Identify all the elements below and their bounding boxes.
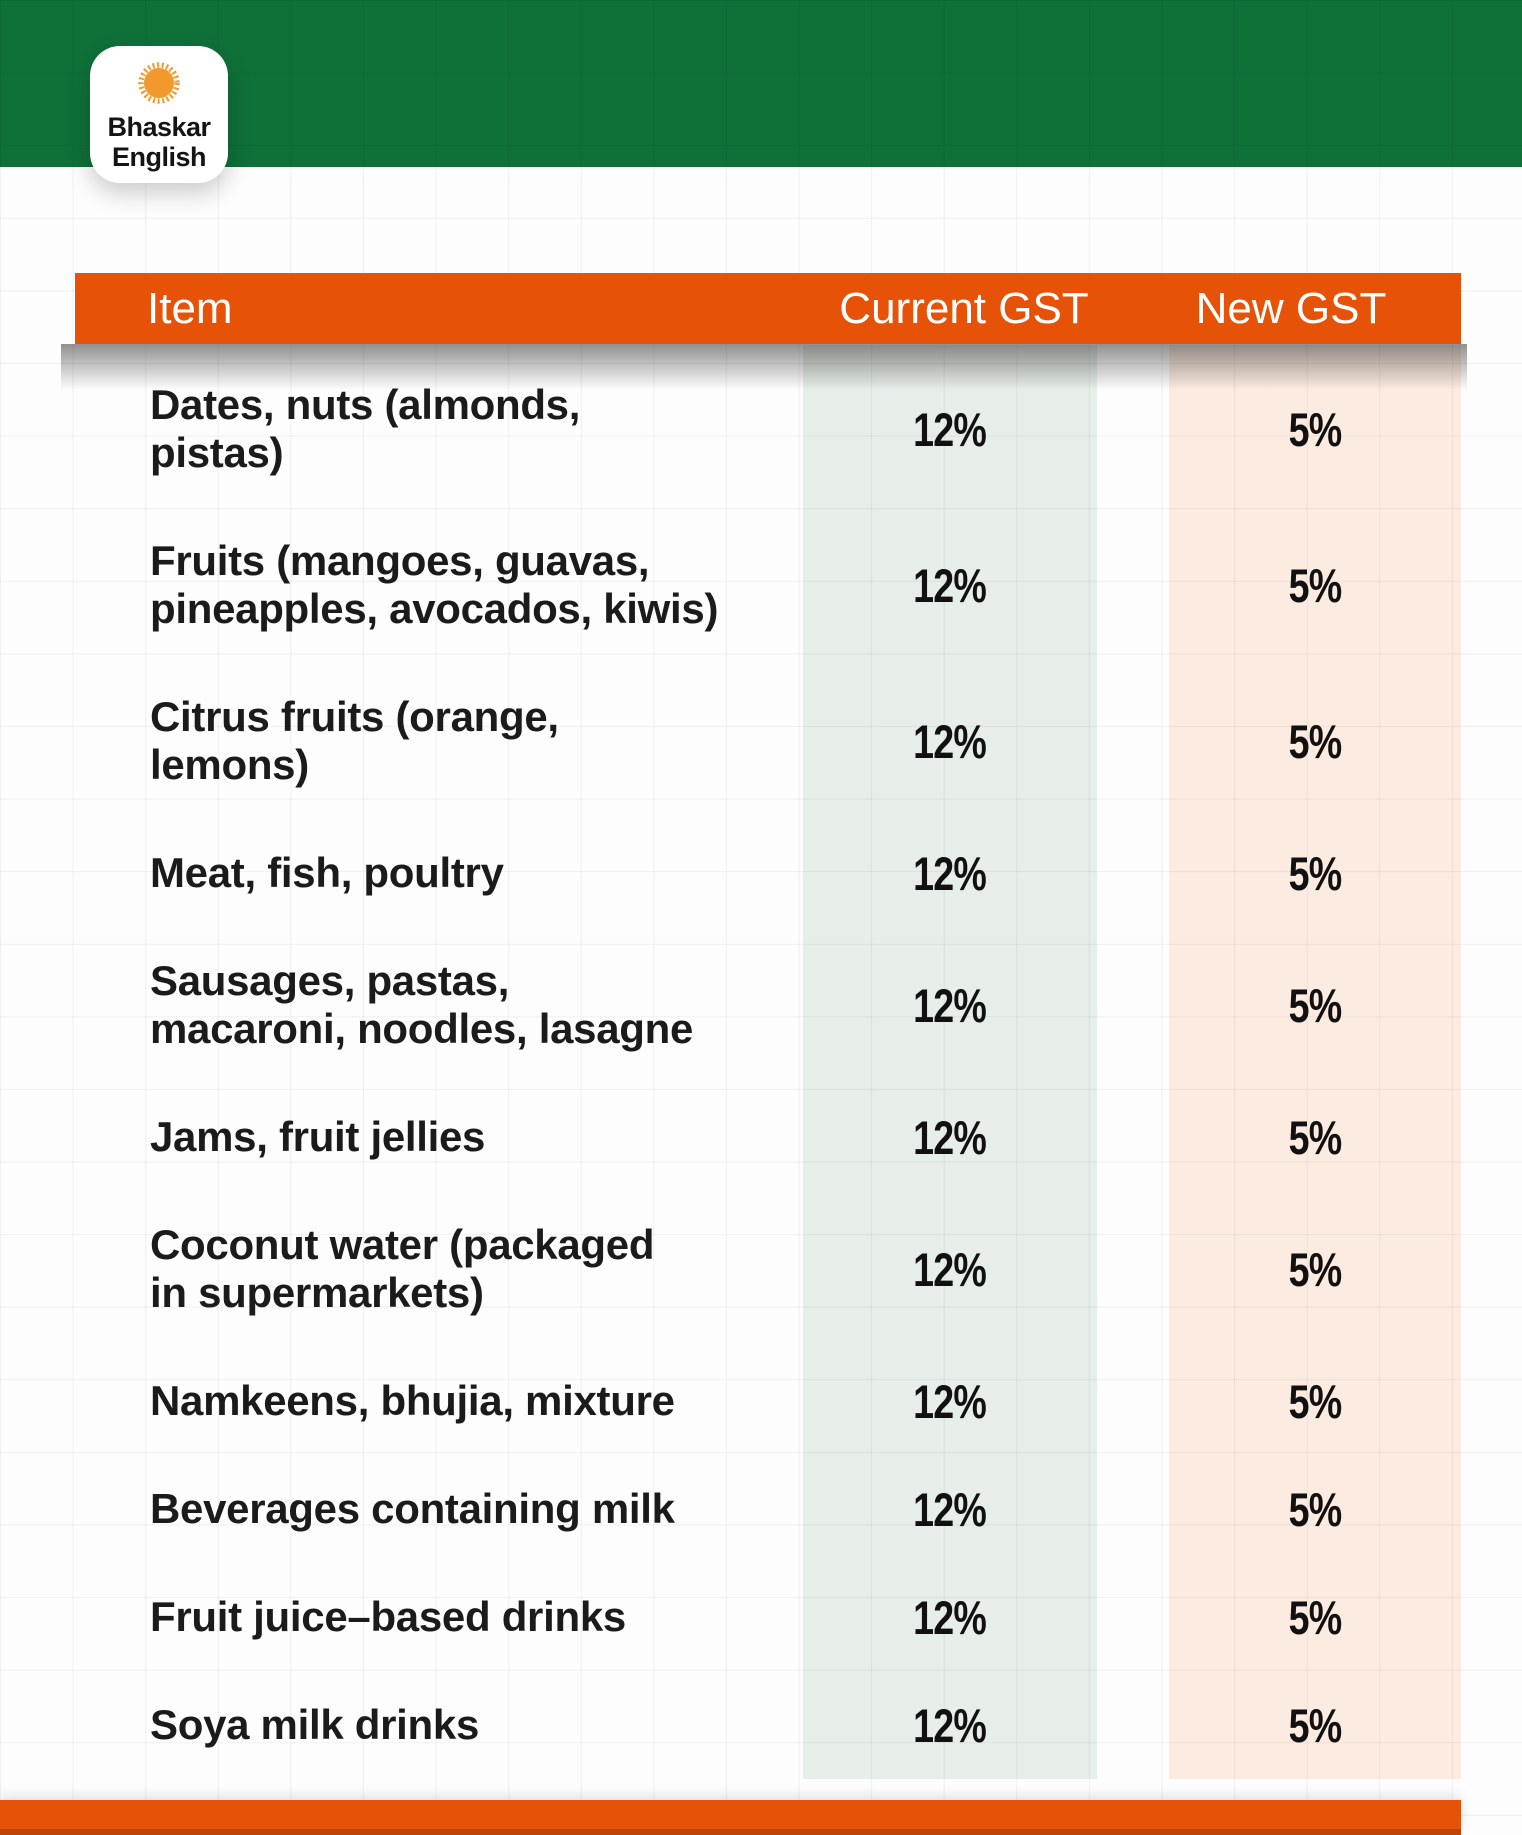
table-row: Sausages, pastas, macaroni, noodles, las… — [0, 927, 1461, 1083]
new-gst-value: 5% — [1288, 1482, 1343, 1536]
item-cell: Meat, fish, poultry — [150, 849, 504, 896]
current-gst-cell: 12% — [803, 978, 1097, 1033]
item-cell: Namkeens, bhujia, mixture — [150, 1377, 675, 1424]
table-row: Meat, fish, poultry 12% 5% — [0, 819, 1461, 927]
logo-line2: English — [111, 142, 207, 172]
new-gst-cell: 5% — [1169, 1242, 1461, 1297]
new-gst-cell: 5% — [1169, 846, 1461, 901]
table-row: Fruits (mangoes, guavas, pineapples, avo… — [0, 507, 1461, 663]
table-row: Namkeens, bhujia, mixture 12% 5% — [0, 1347, 1461, 1455]
table-body: Dates, nuts (almonds, pistas) 12% 5% Fru… — [0, 345, 1461, 1779]
header-current-gst: Current GST — [839, 283, 1089, 333]
new-gst-value: 5% — [1288, 978, 1343, 1032]
table-header-bar: Item Current GST New GST — [61, 273, 1467, 390]
current-gst-value: 12% — [913, 846, 988, 900]
new-gst-cell: 5% — [1169, 714, 1461, 769]
new-gst-cell: 5% — [1169, 1374, 1461, 1429]
item-cell: Fruit juice–based drinks — [150, 1593, 626, 1640]
new-gst-value: 5% — [1288, 714, 1343, 768]
new-gst-cell: 5% — [1169, 978, 1461, 1033]
new-gst-value: 5% — [1288, 846, 1343, 900]
header-item: Item — [147, 283, 233, 333]
logo-text: Bhaskar English — [107, 112, 211, 172]
new-gst-value: 5% — [1288, 1698, 1343, 1752]
new-gst-value: 5% — [1288, 1374, 1343, 1428]
current-gst-value: 12% — [913, 1482, 988, 1536]
current-gst-value: 12% — [913, 714, 988, 768]
sun-icon — [138, 62, 180, 104]
new-gst-cell: 5% — [1169, 558, 1461, 613]
new-gst-cell: 5% — [1169, 1590, 1461, 1645]
current-gst-value: 12% — [913, 978, 988, 1032]
table-row: Fruit juice–based drinks 12% 5% — [0, 1563, 1461, 1671]
new-gst-cell: 5% — [1169, 1482, 1461, 1537]
current-gst-cell: 12% — [803, 1374, 1097, 1429]
item-cell: Dates, nuts (almonds, pistas) — [150, 381, 581, 476]
current-gst-cell: 12% — [803, 402, 1097, 457]
new-gst-value: 5% — [1288, 1590, 1343, 1644]
table-row: Beverages containing milk 12% 5% — [0, 1455, 1461, 1563]
current-gst-value: 12% — [913, 402, 988, 456]
item-cell: Sausages, pastas, macaroni, noodles, las… — [150, 957, 694, 1052]
logo-line1: Bhaskar — [107, 112, 211, 142]
top-green-band — [0, 0, 1522, 167]
table-row: Coconut water (packaged in supermarkets)… — [0, 1191, 1461, 1347]
item-cell: Jams, fruit jellies — [150, 1113, 486, 1160]
current-gst-value: 12% — [913, 1590, 988, 1644]
current-gst-cell: 12% — [803, 1698, 1097, 1753]
new-gst-value: 5% — [1288, 402, 1343, 456]
item-cell: Fruits (mangoes, guavas, pineapples, avo… — [150, 537, 719, 632]
current-gst-cell: 12% — [803, 1590, 1097, 1645]
item-cell: Citrus fruits (orange, lemons) — [150, 693, 559, 788]
new-gst-value: 5% — [1288, 1110, 1343, 1164]
new-gst-column-stripe — [1169, 345, 1461, 1779]
current-gst-cell: 12% — [803, 846, 1097, 901]
table-row: Soya milk drinks 12% 5% — [0, 1671, 1461, 1779]
current-gst-cell: 12% — [803, 558, 1097, 613]
new-gst-value: 5% — [1288, 558, 1343, 612]
table-row: Jams, fruit jellies 12% 5% — [0, 1083, 1461, 1191]
item-cell: Coconut water (packaged in supermarkets) — [150, 1221, 655, 1316]
current-gst-value: 12% — [913, 1110, 988, 1164]
table-row: Citrus fruits (orange, lemons) 12% 5% — [0, 663, 1461, 819]
current-gst-cell: 12% — [803, 1110, 1097, 1165]
new-gst-cell: 5% — [1169, 402, 1461, 457]
new-gst-cell: 5% — [1169, 1110, 1461, 1165]
current-gst-cell: 12% — [803, 1242, 1097, 1297]
new-gst-value: 5% — [1288, 1242, 1343, 1296]
current-gst-cell: 12% — [803, 714, 1097, 769]
item-cell: Soya milk drinks — [150, 1701, 480, 1748]
current-gst-column-stripe — [803, 345, 1097, 1779]
current-gst-value: 12% — [913, 1374, 988, 1428]
new-gst-cell: 5% — [1169, 1698, 1461, 1753]
current-gst-cell: 12% — [803, 1482, 1097, 1537]
bottom-orange-bar — [0, 1800, 1461, 1835]
current-gst-value: 12% — [913, 1698, 988, 1752]
item-cell: Beverages containing milk — [150, 1485, 675, 1532]
table-row: Dates, nuts (almonds, pistas) 12% 5% — [0, 351, 1461, 507]
header-new-gst: New GST — [1195, 283, 1387, 333]
current-gst-value: 12% — [913, 558, 988, 612]
bhaskar-english-logo: Bhaskar English — [90, 46, 228, 183]
current-gst-value: 12% — [913, 1242, 988, 1296]
